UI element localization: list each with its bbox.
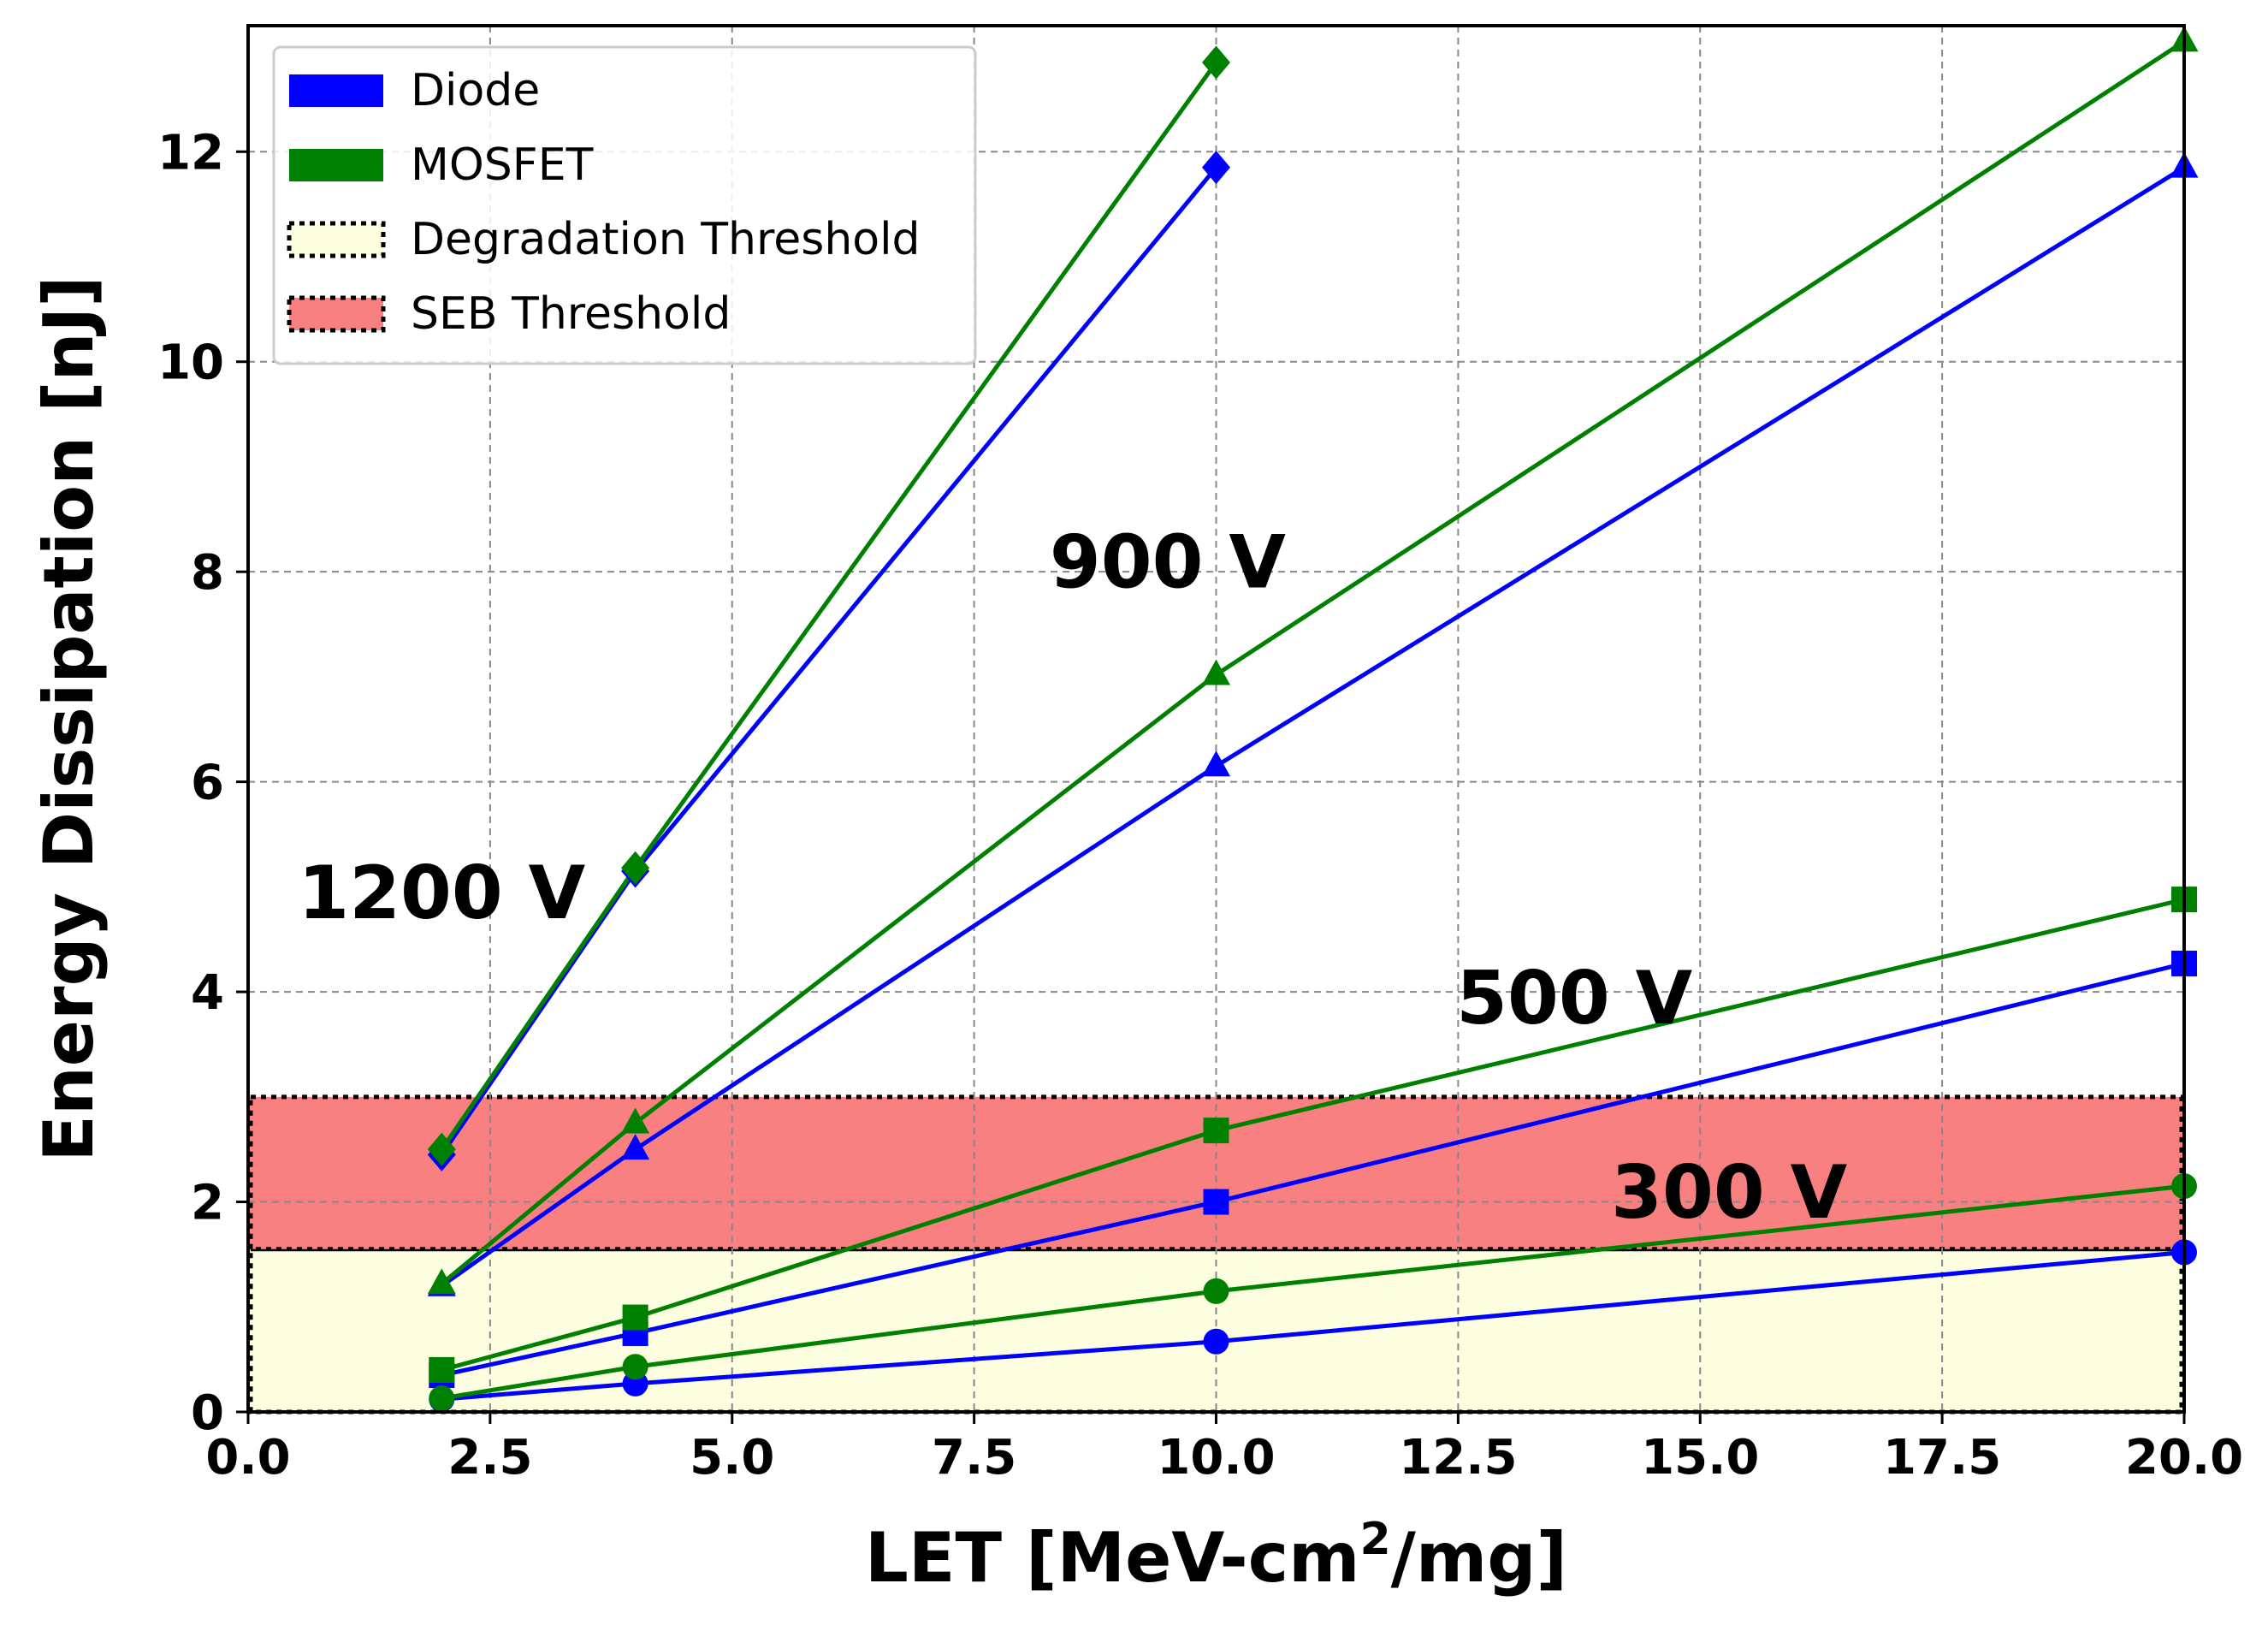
x-axis-title-main: LET [MeV-cm (865, 1518, 1360, 1598)
x-tick-label: 15.0 (1641, 1430, 1759, 1486)
x-tick-label: 12.5 (1399, 1430, 1517, 1486)
data-point-diode-900-v (1202, 750, 1230, 777)
data-point-mosfet-300-v (1203, 1278, 1229, 1304)
y-tick-label: 0 (191, 1385, 224, 1441)
data-point-diode-900-v (621, 1134, 650, 1160)
annotation-900-v: 900 V (1050, 520, 1286, 606)
legend-entry-mosfet: MOSFET (289, 139, 594, 191)
legend: Diode MOSFET Degradation Threshold SEB Thre… (272, 45, 977, 365)
x-tick-label: 7.5 (932, 1430, 1016, 1486)
x-tick-label: 5.0 (690, 1430, 774, 1486)
series-line-diode-300-v (441, 1249, 2185, 1402)
data-point-mosfet-500-v (1203, 1118, 1229, 1144)
legend-entry-diode: Diode (289, 65, 540, 116)
data-point-mosfet-1200-v (621, 851, 650, 885)
data-point-mosfet-900-v (621, 1107, 650, 1134)
legend-label: Degradation Threshold (411, 214, 921, 265)
axis-ticks: 0.0 2.5 5.0 7.5 10.0 12.5 15.0 17.5 20.0 0 2 4 6 8 10 1… (157, 125, 2243, 1486)
legend-entry-seb-threshold: SEB Threshold (287, 288, 731, 340)
x-tick-label: 20.0 (2125, 1430, 2243, 1486)
y-axis-title: Energy Dissipation [nJ] (29, 276, 109, 1162)
data-point-mosfet-900-v (1202, 659, 1230, 685)
x-axis-title: LET [MeV-cm2/mg] (865, 1514, 1567, 1598)
series-line-mosfet-500-v (441, 897, 2185, 1373)
legend-swatch (289, 74, 383, 107)
legend-box (272, 45, 977, 365)
y-tick-label: 4 (191, 965, 224, 1021)
series-line-diode-500-v (441, 961, 2185, 1378)
x-tick-label: 17.5 (1883, 1430, 2001, 1486)
x-tick-label: 0.0 (205, 1430, 290, 1486)
annotation-500-v: 500 V (1456, 956, 1692, 1041)
data-point-mosfet-300-v (622, 1354, 648, 1380)
data-point-diode-500-v (1203, 1189, 1229, 1215)
x-tick-label: 10.0 (1157, 1430, 1275, 1486)
data-point-mosfet-900-v (427, 1268, 456, 1295)
legend-label: Diode (411, 65, 540, 116)
x-axis-title-tail: /mg] (1391, 1518, 1567, 1598)
voltage-annotations: 1200 V 900 V 500 V 300 V (298, 520, 1847, 1236)
x-axis-title-superscript: 2 (1359, 1514, 1390, 1565)
y-tick-label: 10 (157, 335, 224, 391)
data-point-diode-300-v (1203, 1328, 1229, 1355)
legend-swatch (289, 149, 383, 181)
legend-entry-degradation-threshold: Degradation Threshold (287, 214, 921, 265)
annotation-1200-v: 1200 V (298, 851, 585, 936)
data-point-mosfet-500-v (429, 1356, 455, 1383)
data-point-mosfet-500-v (622, 1304, 648, 1331)
legend-swatch (287, 295, 386, 333)
series-line-mosfet-900-v (440, 39, 2186, 1286)
y-tick-label: 8 (191, 545, 224, 601)
data-point-mosfet-300-v (429, 1385, 455, 1412)
y-tick-label: 2 (191, 1176, 224, 1231)
y-tick-label: 6 (191, 756, 224, 811)
data-point-diode-1200-v (1202, 151, 1230, 185)
x-tick-label: 2.5 (447, 1430, 532, 1486)
annotation-300-v: 300 V (1611, 1150, 1847, 1236)
data-point-mosfet-1200-v (427, 1132, 456, 1166)
legend-label: SEB Threshold (411, 288, 731, 340)
y-tick-label: 12 (157, 125, 224, 181)
series-line-diode-900-v (440, 165, 2186, 1288)
data-point-mosfet-1200-v (1202, 45, 1230, 80)
series-line-mosfet-300-v (441, 1183, 2185, 1401)
legend-swatch (287, 221, 386, 258)
legend-label: MOSFET (411, 139, 594, 191)
